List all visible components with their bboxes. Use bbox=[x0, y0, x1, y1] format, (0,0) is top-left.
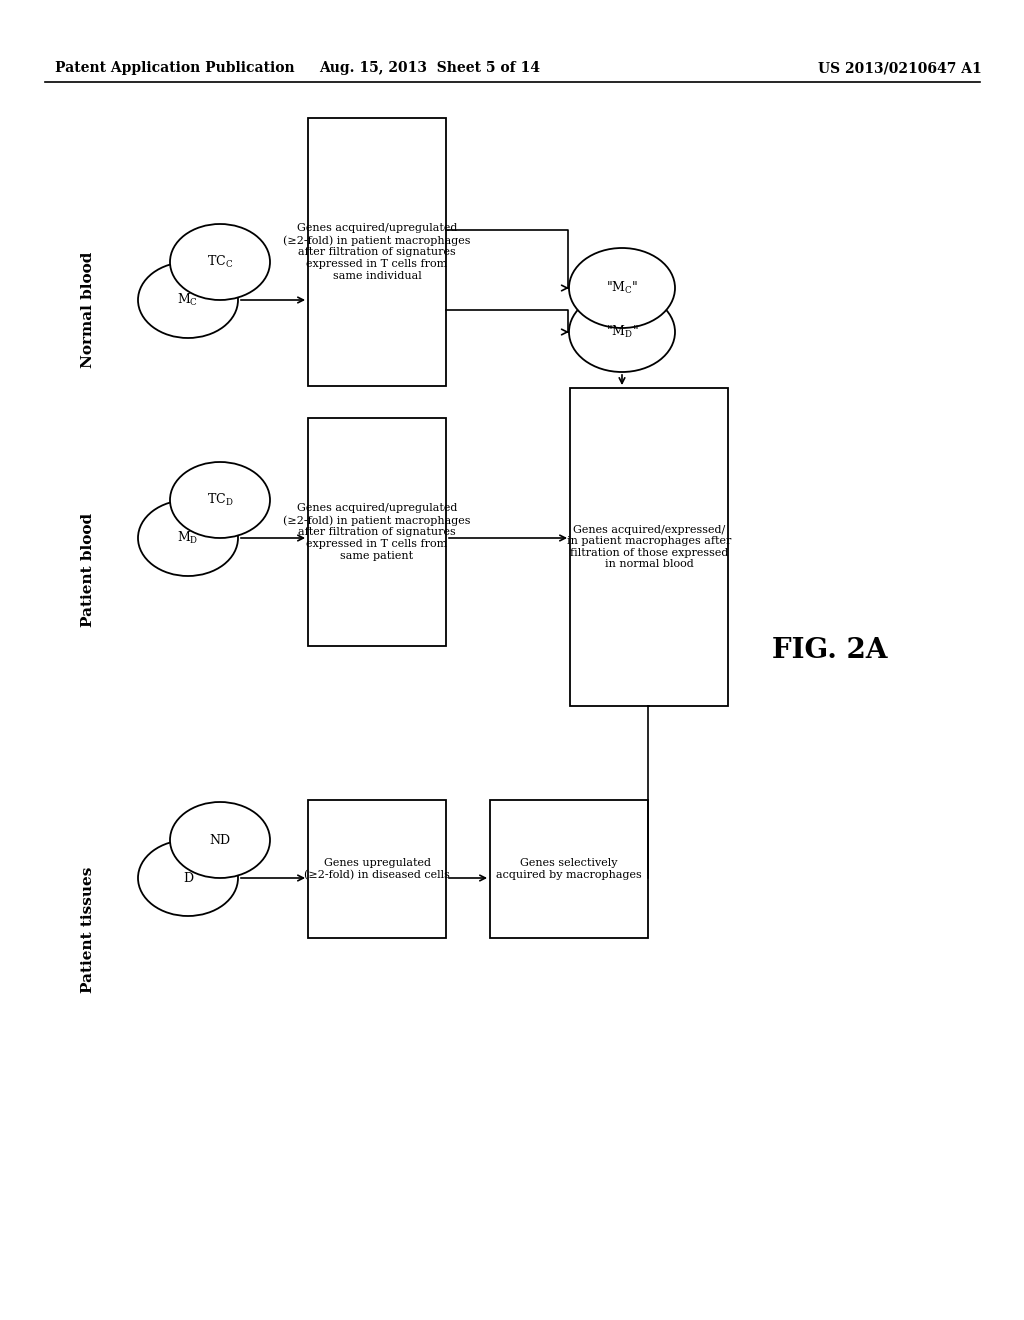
Ellipse shape bbox=[138, 500, 238, 576]
Text: Genes acquired/expressed/
in patient macrophages after
filtration of those expre: Genes acquired/expressed/ in patient mac… bbox=[567, 524, 731, 569]
FancyBboxPatch shape bbox=[308, 418, 446, 645]
Ellipse shape bbox=[138, 261, 238, 338]
Text: $\mathregular{TC_D}$: $\mathregular{TC_D}$ bbox=[207, 492, 233, 508]
Text: FIG. 2A: FIG. 2A bbox=[772, 636, 888, 664]
FancyBboxPatch shape bbox=[308, 800, 446, 939]
Text: Normal blood: Normal blood bbox=[81, 252, 95, 368]
Ellipse shape bbox=[170, 803, 270, 878]
Text: US 2013/0210647 A1: US 2013/0210647 A1 bbox=[818, 61, 982, 75]
Text: Patient blood: Patient blood bbox=[81, 513, 95, 627]
Ellipse shape bbox=[170, 224, 270, 300]
Text: "$\mathregular{M_C}$": "$\mathregular{M_C}$" bbox=[606, 280, 638, 296]
Ellipse shape bbox=[569, 292, 675, 372]
Text: Patent Application Publication: Patent Application Publication bbox=[55, 61, 295, 75]
Text: Genes acquired/upregulated
(≥2-fold) in patient macrophages
after filtration of : Genes acquired/upregulated (≥2-fold) in … bbox=[284, 503, 471, 561]
Text: Genes acquired/upregulated
(≥2-fold) in patient macrophages
after filtration of : Genes acquired/upregulated (≥2-fold) in … bbox=[284, 223, 471, 281]
Text: $\mathregular{M_D}$: $\mathregular{M_D}$ bbox=[177, 529, 199, 546]
Text: Patient tissues: Patient tissues bbox=[81, 867, 95, 993]
Text: $\mathregular{M_C}$: $\mathregular{M_C}$ bbox=[177, 292, 199, 308]
Text: Genes selectively
acquired by macrophages: Genes selectively acquired by macrophage… bbox=[496, 858, 642, 880]
Text: D: D bbox=[183, 871, 194, 884]
Ellipse shape bbox=[170, 462, 270, 539]
Text: "$\mathregular{M_D}$": "$\mathregular{M_D}$" bbox=[606, 323, 638, 341]
FancyBboxPatch shape bbox=[308, 117, 446, 385]
Text: Genes upregulated
(≥2-fold) in diseased cells: Genes upregulated (≥2-fold) in diseased … bbox=[304, 858, 450, 880]
Text: Aug. 15, 2013  Sheet 5 of 14: Aug. 15, 2013 Sheet 5 of 14 bbox=[319, 61, 541, 75]
FancyBboxPatch shape bbox=[570, 388, 728, 706]
Ellipse shape bbox=[569, 248, 675, 327]
Ellipse shape bbox=[138, 840, 238, 916]
FancyBboxPatch shape bbox=[490, 800, 648, 939]
Text: $\mathregular{TC_C}$: $\mathregular{TC_C}$ bbox=[207, 253, 233, 271]
Text: ND: ND bbox=[210, 833, 230, 846]
